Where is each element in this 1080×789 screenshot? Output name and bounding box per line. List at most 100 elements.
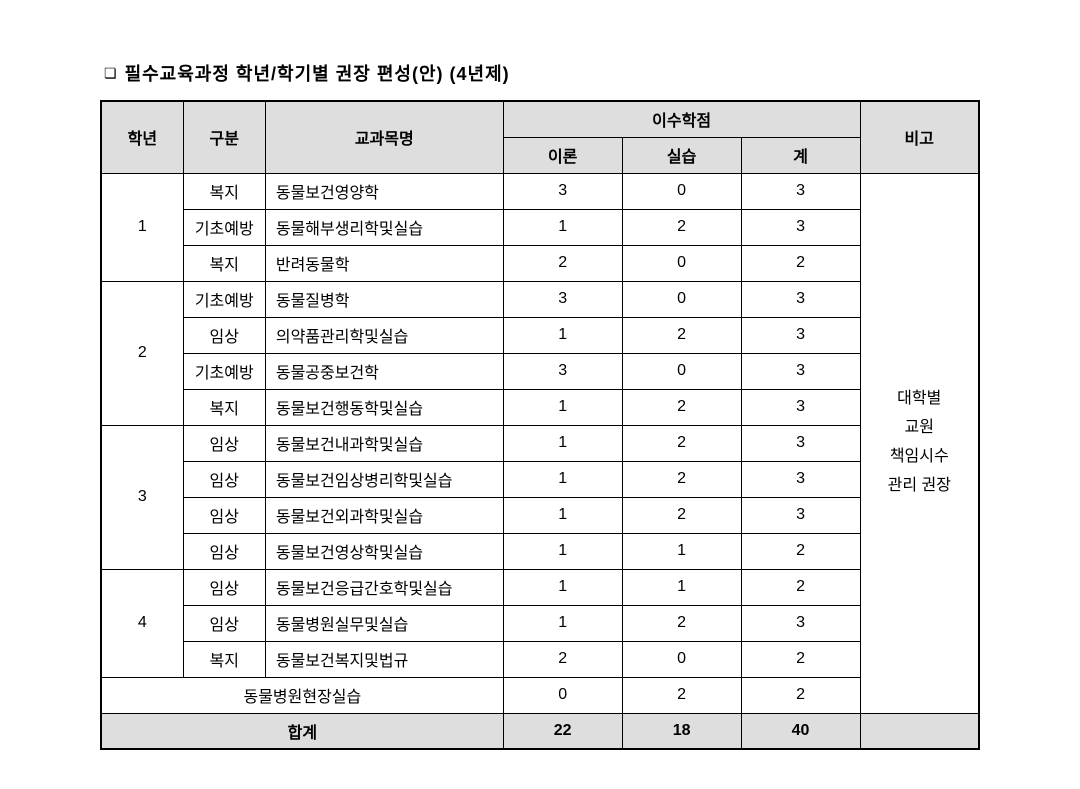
practice-cell: 0	[622, 173, 741, 209]
table-row: 임상동물보건임상병리학및실습123	[101, 461, 979, 497]
table-body: 1복지동물보건영양학303대학별교원책임시수관리 권장기초예방동물해부생리학및실…	[101, 173, 979, 749]
subject-cell: 동물보건영상학및실습	[265, 533, 503, 569]
total-practice-cell: 18	[622, 713, 741, 749]
subject-cell: 반려동물학	[265, 245, 503, 281]
practice-cell: 1	[622, 569, 741, 605]
practice-cell: 2	[622, 209, 741, 245]
header-practice: 실습	[622, 137, 741, 173]
subject-cell: 동물질병학	[265, 281, 503, 317]
table-row: 1복지동물보건영양학303대학별교원책임시수관리 권장	[101, 173, 979, 209]
practice-cell: 2	[622, 605, 741, 641]
field-subject-cell: 동물병원현장실습	[101, 677, 503, 713]
table-row: 임상의약품관리학및실습123	[101, 317, 979, 353]
total-cell: 3	[741, 425, 860, 461]
table-header: 학년 구분 교과목명 이수학점 비고 이론 실습 계	[101, 101, 979, 173]
total-row: 합계221840	[101, 713, 979, 749]
grade-cell: 1	[101, 173, 183, 281]
category-cell: 기초예방	[183, 209, 265, 245]
table-row: 임상동물병원실무및실습123	[101, 605, 979, 641]
title-bullet-icon: ❏	[104, 65, 117, 82]
theory-cell: 1	[503, 425, 622, 461]
theory-cell: 2	[503, 245, 622, 281]
theory-cell: 3	[503, 173, 622, 209]
header-total: 계	[741, 137, 860, 173]
theory-cell: 1	[503, 533, 622, 569]
header-credit: 이수학점	[503, 101, 860, 137]
subject-cell: 동물보건임상병리학및실습	[265, 461, 503, 497]
table-row: 임상동물보건외과학및실습123	[101, 497, 979, 533]
practice-cell: 2	[622, 461, 741, 497]
theory-cell: 2	[503, 641, 622, 677]
header-note: 비고	[860, 101, 979, 173]
field-practice-cell: 2	[622, 677, 741, 713]
table-row: 임상동물보건영상학및실습112	[101, 533, 979, 569]
theory-cell: 3	[503, 353, 622, 389]
total-cell: 2	[741, 569, 860, 605]
subject-cell: 동물병원실무및실습	[265, 605, 503, 641]
practice-cell: 0	[622, 245, 741, 281]
subject-cell: 동물보건내과학및실습	[265, 425, 503, 461]
category-cell: 임상	[183, 461, 265, 497]
subject-cell: 동물보건복지및법규	[265, 641, 503, 677]
total-cell: 3	[741, 389, 860, 425]
table-row: 복지동물보건행동학및실습123	[101, 389, 979, 425]
subject-cell: 동물보건외과학및실습	[265, 497, 503, 533]
field-total-cell: 2	[741, 677, 860, 713]
category-cell: 기초예방	[183, 353, 265, 389]
practice-cell: 0	[622, 641, 741, 677]
table-row: 4임상동물보건응급간호학및실습112	[101, 569, 979, 605]
total-cell: 3	[741, 605, 860, 641]
table-row: 기초예방동물해부생리학및실습123	[101, 209, 979, 245]
category-cell: 복지	[183, 245, 265, 281]
note-cell: 대학별교원책임시수관리 권장	[860, 173, 979, 713]
category-cell: 임상	[183, 605, 265, 641]
total-cell: 3	[741, 461, 860, 497]
total-total-cell: 40	[741, 713, 860, 749]
table-row: 복지반려동물학202	[101, 245, 979, 281]
theory-cell: 1	[503, 389, 622, 425]
page-title-row: ❏ 필수교육과정 학년/학기별 권장 편성(안) (4년제)	[104, 60, 980, 86]
total-cell: 3	[741, 353, 860, 389]
category-cell: 임상	[183, 425, 265, 461]
theory-cell: 1	[503, 497, 622, 533]
total-cell: 3	[741, 173, 860, 209]
category-cell: 복지	[183, 173, 265, 209]
header-theory: 이론	[503, 137, 622, 173]
practice-cell: 2	[622, 425, 741, 461]
total-label-cell: 합계	[101, 713, 503, 749]
subject-cell: 동물공중보건학	[265, 353, 503, 389]
theory-cell: 1	[503, 461, 622, 497]
theory-cell: 3	[503, 281, 622, 317]
practice-cell: 2	[622, 317, 741, 353]
header-category: 구분	[183, 101, 265, 173]
curriculum-table: 학년 구분 교과목명 이수학점 비고 이론 실습 계 1복지동물보건영양학303…	[100, 100, 980, 750]
category-cell: 임상	[183, 497, 265, 533]
header-grade: 학년	[101, 101, 183, 173]
subject-cell: 의약품관리학및실습	[265, 317, 503, 353]
total-cell: 2	[741, 245, 860, 281]
category-cell: 임상	[183, 317, 265, 353]
grade-cell: 4	[101, 569, 183, 677]
category-cell: 복지	[183, 389, 265, 425]
practice-cell: 2	[622, 389, 741, 425]
subject-cell: 동물해부생리학및실습	[265, 209, 503, 245]
total-cell: 3	[741, 281, 860, 317]
grade-cell: 2	[101, 281, 183, 425]
total-cell: 3	[741, 317, 860, 353]
category-cell: 임상	[183, 533, 265, 569]
table-row: 2기초예방동물질병학303	[101, 281, 979, 317]
total-theory-cell: 22	[503, 713, 622, 749]
practice-cell: 0	[622, 281, 741, 317]
header-subject: 교과목명	[265, 101, 503, 173]
practice-cell: 0	[622, 353, 741, 389]
page-title: 필수교육과정 학년/학기별 권장 편성(안) (4년제)	[125, 60, 510, 86]
total-cell: 3	[741, 209, 860, 245]
subject-cell: 동물보건행동학및실습	[265, 389, 503, 425]
total-cell: 2	[741, 641, 860, 677]
theory-cell: 1	[503, 605, 622, 641]
table-row: 기초예방동물공중보건학303	[101, 353, 979, 389]
table-row: 복지동물보건복지및법규202	[101, 641, 979, 677]
table-row: 3임상동물보건내과학및실습123	[101, 425, 979, 461]
grade-cell: 3	[101, 425, 183, 569]
category-cell: 기초예방	[183, 281, 265, 317]
